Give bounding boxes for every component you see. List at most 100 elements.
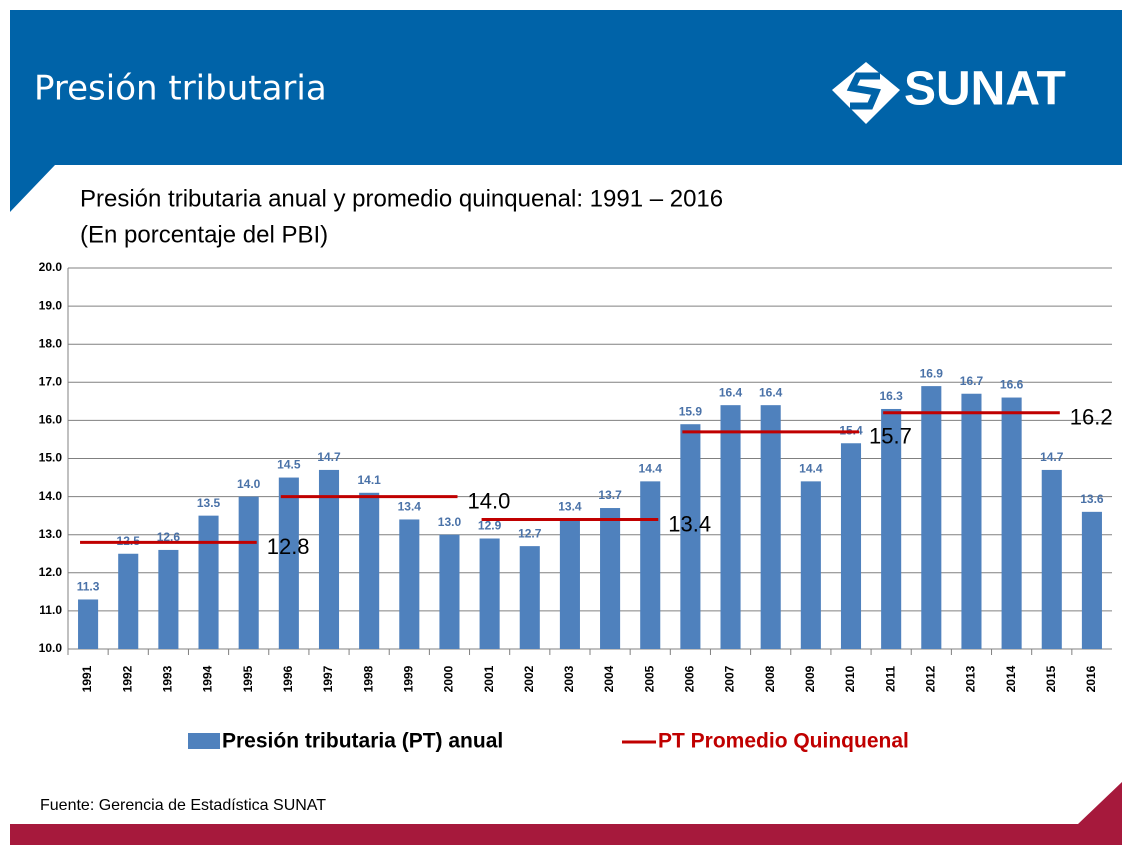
value-label: 14.0 — [237, 477, 261, 491]
y-tick-label: 11.0 — [39, 603, 62, 617]
y-tick-label: 14.0 — [39, 489, 63, 503]
x-tick-label: 2014 — [1004, 665, 1018, 692]
value-label: 16.4 — [759, 385, 783, 399]
logo-s — [846, 72, 881, 110]
x-tick-label: 1997 — [321, 665, 335, 692]
value-label: 16.4 — [719, 385, 743, 399]
value-label: 13.4 — [558, 500, 582, 514]
value-label: 12.6 — [157, 530, 181, 544]
bar — [519, 546, 540, 649]
y-tick-label: 17.0 — [39, 374, 63, 388]
x-tick-label: 2011 — [883, 666, 897, 692]
bar — [840, 443, 862, 649]
bar — [921, 386, 942, 649]
chart-title: Presión tributaria anual y promedio quin… — [80, 185, 723, 212]
x-tick-label: 1995 — [241, 665, 255, 692]
x-tick-label: 2006 — [683, 665, 697, 692]
footer-band — [10, 782, 1122, 845]
bar — [359, 492, 380, 649]
x-tick-label: 1992 — [120, 665, 134, 692]
bar — [640, 481, 661, 649]
value-label: 16.3 — [879, 389, 903, 403]
bar — [238, 496, 259, 649]
value-label: 16.9 — [920, 366, 944, 380]
bar — [961, 393, 982, 649]
legend-label: Presión tributaria (PT) anual — [222, 730, 503, 753]
x-tick-label: 2003 — [562, 665, 576, 692]
x-tick-label: 2012 — [923, 665, 937, 692]
x-tick-label: 2001 — [482, 665, 496, 692]
bar — [278, 477, 299, 649]
bar — [800, 481, 821, 649]
average-label: 13.4 — [668, 511, 711, 536]
value-label: 14.4 — [639, 462, 663, 476]
bar — [1081, 511, 1102, 649]
x-tick-label: 2010 — [843, 665, 857, 692]
y-tick-label: 10.0 — [39, 641, 63, 655]
y-tick-label: 18.0 — [39, 336, 63, 350]
x-tick-label: 2008 — [763, 665, 777, 692]
y-tick-label: 16.0 — [39, 413, 63, 427]
bar — [1001, 397, 1022, 649]
value-label: 13.5 — [197, 496, 221, 510]
bar — [559, 519, 580, 649]
bar — [118, 553, 139, 649]
x-tick-label: 2002 — [522, 665, 536, 692]
y-tick-label: 13.0 — [39, 527, 63, 541]
bar — [479, 538, 500, 649]
x-tick-label: 1993 — [161, 665, 175, 692]
bar — [881, 408, 902, 649]
x-tick-label: 2009 — [803, 665, 817, 692]
legend-swatch-bar — [188, 733, 220, 749]
bar — [198, 515, 219, 649]
x-tick-label: 2000 — [442, 665, 456, 692]
x-tick-label: 2007 — [723, 665, 737, 692]
value-label: 13.7 — [598, 488, 622, 502]
y-tick-label: 12.0 — [39, 565, 63, 579]
chart-subtitle: (En porcentaje del PBI) — [80, 221, 328, 248]
bar — [600, 508, 621, 649]
value-label: 12.7 — [518, 526, 542, 540]
value-label: 14.7 — [1040, 450, 1064, 464]
bar — [399, 519, 420, 649]
value-label: 12.9 — [478, 519, 502, 533]
header-title: Presión tributaria — [34, 69, 327, 109]
bar — [720, 405, 741, 649]
value-label: 16.6 — [1000, 378, 1024, 392]
x-tick-label: 2015 — [1044, 665, 1058, 692]
logo-text: SUNAT — [904, 63, 1066, 116]
bar — [1041, 469, 1062, 649]
bar — [439, 534, 460, 649]
y-tick-label: 20.0 — [39, 260, 63, 274]
source-note: Fuente: Gerencia de Estadística SUNAT — [40, 797, 326, 814]
bar — [760, 405, 781, 649]
value-label: 14.1 — [357, 473, 381, 487]
x-tick-label: 2005 — [642, 665, 656, 692]
average-label: 16.2 — [1070, 405, 1113, 430]
bar — [78, 599, 99, 649]
value-label: 15.9 — [679, 404, 703, 418]
value-label: 16.7 — [960, 374, 984, 388]
logo: SUNAT — [832, 62, 1066, 124]
value-label: 14.4 — [799, 462, 823, 476]
x-tick-label: 1991 — [80, 665, 94, 692]
x-tick-label: 2004 — [602, 665, 616, 692]
average-label: 14.0 — [467, 488, 510, 513]
value-label: 14.5 — [277, 458, 301, 472]
bar — [158, 549, 179, 649]
y-tick-label: 19.0 — [39, 298, 63, 312]
bar — [680, 424, 701, 649]
bar — [318, 469, 340, 649]
x-tick-label: 1996 — [281, 665, 295, 692]
legend-label: PT Promedio Quinquenal — [658, 730, 909, 753]
value-label: 13.6 — [1080, 492, 1104, 506]
x-tick-label: 1994 — [201, 665, 215, 692]
average-label: 15.7 — [869, 424, 912, 449]
x-tick-label: 1999 — [401, 665, 415, 692]
x-tick-label: 2013 — [964, 665, 978, 692]
y-tick-label: 15.0 — [39, 451, 63, 465]
x-tick-label: 1998 — [361, 665, 375, 692]
value-label: 11.3 — [77, 580, 100, 594]
value-label: 13.4 — [398, 500, 422, 514]
